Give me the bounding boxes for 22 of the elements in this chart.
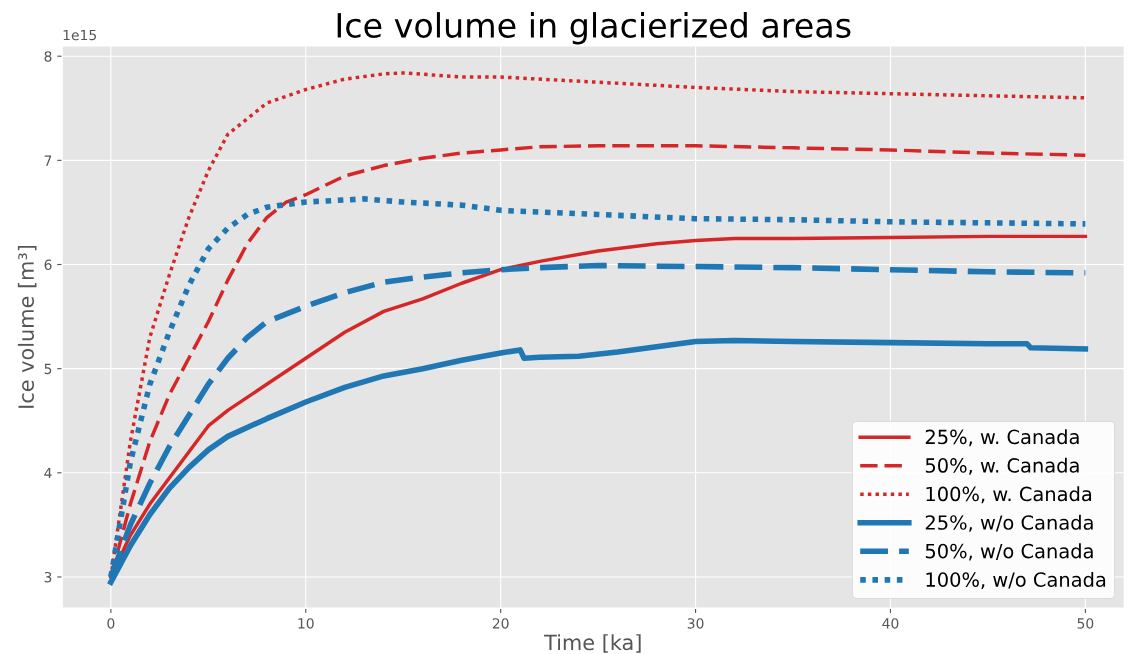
legend-label: 100%, w/o Canada	[926, 571, 1106, 589]
legend-label: 50%, w/o Canada	[925, 543, 1093, 561]
legend-label: 25%, w. Canada	[925, 429, 1079, 447]
legend-label: 50%, w. Canada	[925, 457, 1079, 475]
x-tick-label: 10	[298, 618, 314, 629]
legend-label: 100%, w. Canada	[926, 486, 1092, 504]
x-axis-title: Time [ka]	[544, 634, 641, 653]
y-tick-label: 3	[44, 571, 52, 583]
text: 1e15	[63, 29, 96, 41]
x-tick-label: 20	[492, 618, 509, 629]
x-tick-label: 30	[687, 618, 704, 629]
y-tick-label: 7	[44, 155, 52, 166]
legend-label: 25%, w/o Canada	[925, 514, 1093, 532]
y-axis-title: Ice volume [m³]	[17, 245, 37, 408]
x-tick-label: 0	[107, 618, 115, 629]
y-tick-label: 6	[44, 259, 52, 270]
x-tick-label: 50	[1077, 618, 1094, 629]
x-tick-label: 40	[882, 618, 899, 629]
chart-title: Ice volume in glacierized areas	[337, 12, 851, 45]
y-tick-label: 5	[44, 363, 52, 375]
y-tick-label: 8	[44, 51, 52, 62]
y-tick-label: 4	[44, 467, 52, 479]
